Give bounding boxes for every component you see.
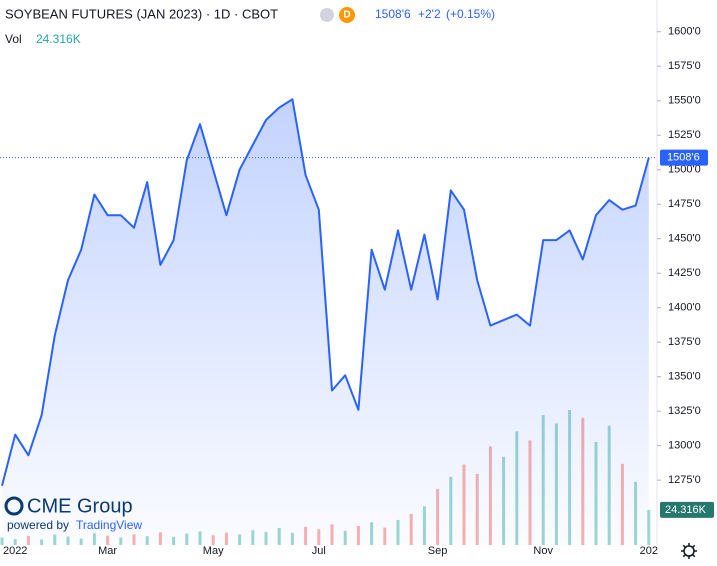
price-change: +2'2 <box>418 7 441 21</box>
powered-by: powered by <box>7 518 69 532</box>
logo-text: CME Group <box>27 495 133 517</box>
y-tick-label: 1375'0 <box>668 336 701 348</box>
y-tick-label: 1325'0 <box>668 405 701 417</box>
last-price-axis-label: 1508'6 <box>667 152 700 164</box>
y-tick-label: 1600'0 <box>668 26 701 38</box>
x-tick-label: 202 <box>640 545 658 557</box>
volume-label: Vol <box>5 32 22 46</box>
price-change-pct: (+0.15%) <box>446 7 495 21</box>
logo[interactable]: CME Group powered by TradingView <box>4 495 142 532</box>
last-price: 1508'6 <box>375 7 411 21</box>
y-tick-label: 1400'0 <box>668 302 701 314</box>
last-price-box <box>660 149 708 166</box>
x-tick-label: Sep <box>428 545 448 557</box>
provider: TradingView <box>76 518 142 532</box>
x-tick-label: Jul <box>312 545 326 557</box>
x-tick-label: 2022 <box>3 545 27 557</box>
y-tick-label: 1275'0 <box>668 474 701 486</box>
settings-icon[interactable] <box>681 543 697 559</box>
volume-box <box>660 501 714 518</box>
badge[interactable]: D <box>343 10 350 21</box>
chart-title: SOYBEAN FUTURES (JAN 2023) · 1D · CBOT <box>5 6 278 21</box>
y-tick-label: 1425'0 <box>668 267 701 279</box>
y-tick-label: 1575'0 <box>668 60 701 72</box>
logo-icon <box>4 496 24 516</box>
y-tick-label: 1300'0 <box>668 440 701 452</box>
y-tick-label: 1525'0 <box>668 129 701 141</box>
y-tick-label: 1450'0 <box>668 233 701 245</box>
volume-value: 24.316K <box>36 32 81 46</box>
x-tick-label: Mar <box>98 545 117 557</box>
x-tick-label: May <box>203 545 224 557</box>
badge-dot <box>320 8 334 22</box>
y-tick-label: 1500'0 <box>668 164 701 176</box>
area <box>2 99 649 546</box>
x-tick-label: Nov <box>533 545 553 557</box>
price-line <box>1 98 650 486</box>
badge-bg[interactable] <box>339 7 355 23</box>
volume-axis-label: 24.316K <box>665 504 707 516</box>
y-tick-label: 1550'0 <box>668 95 701 107</box>
y-tick-label: 1350'0 <box>668 371 701 383</box>
y-tick-label: 1475'0 <box>668 198 701 210</box>
